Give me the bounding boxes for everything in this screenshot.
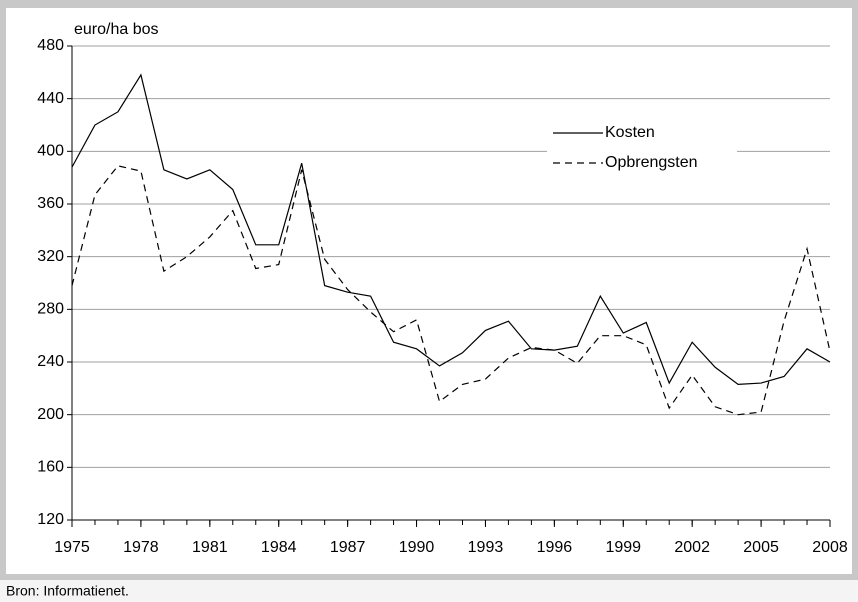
- y-tick-label: 240: [37, 353, 64, 370]
- x-tick-label: 1978: [123, 539, 159, 556]
- y-tick-label: 360: [37, 195, 64, 212]
- line-series: [71, 165, 831, 416]
- y-tick-label: 200: [37, 406, 64, 423]
- footer-band: [0, 580, 858, 602]
- line-series: [71, 73, 831, 385]
- y-tick-label: 320: [37, 248, 64, 265]
- x-tick-label: 1999: [605, 539, 641, 556]
- y-tick-label: 440: [37, 90, 64, 107]
- x-tick-label: 1990: [399, 539, 435, 556]
- x-tick-label: 2002: [674, 539, 710, 556]
- y-tick-label: 120: [37, 511, 64, 528]
- y-tick-label: 160: [37, 459, 64, 476]
- x-tick-label: 1993: [468, 539, 504, 556]
- x-tick-label: 1984: [261, 539, 297, 556]
- y-tick-label: 400: [37, 143, 64, 160]
- x-tick-label: 1996: [537, 539, 573, 556]
- legend-box: [547, 117, 737, 177]
- x-tick-label: 1975: [54, 539, 90, 556]
- source-note: Bron: Informatienet.: [6, 583, 129, 599]
- x-tick-label: 2008: [812, 539, 848, 556]
- legend-label: Opbrengsten: [605, 154, 698, 171]
- legend-label: Kosten: [605, 124, 655, 141]
- x-tick-label: 2005: [743, 539, 779, 556]
- x-tick-label: 1981: [192, 539, 228, 556]
- y-tick-label: 280: [37, 301, 64, 318]
- y-axis-label: euro/ha bos: [74, 21, 159, 38]
- y-tick-label: 480: [37, 37, 64, 54]
- x-tick-label: 1987: [330, 539, 366, 556]
- plot-frame: [6, 8, 852, 574]
